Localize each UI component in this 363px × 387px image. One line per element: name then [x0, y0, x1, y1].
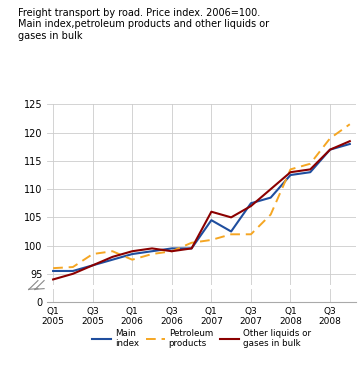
- Legend: Main
index, Petroleum
products, Other liquids or
gases in bulk: Main index, Petroleum products, Other li…: [89, 325, 314, 352]
- Text: Freight transport by road. Price index. 2006=100.
Main index,petroleum products : Freight transport by road. Price index. …: [18, 8, 269, 41]
